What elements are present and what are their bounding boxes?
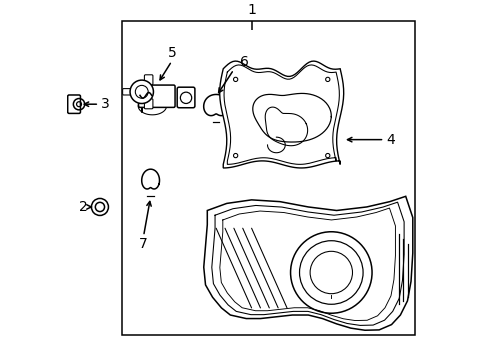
FancyBboxPatch shape <box>138 85 175 107</box>
Text: 2: 2 <box>79 200 87 214</box>
Bar <box>122 21 414 334</box>
Text: 7: 7 <box>139 237 147 251</box>
Circle shape <box>130 80 153 103</box>
Text: 3: 3 <box>101 97 109 111</box>
FancyBboxPatch shape <box>144 75 153 85</box>
FancyBboxPatch shape <box>144 99 153 109</box>
FancyBboxPatch shape <box>122 89 133 95</box>
FancyBboxPatch shape <box>67 95 81 113</box>
Text: 6: 6 <box>240 55 248 69</box>
Polygon shape <box>219 61 343 168</box>
FancyBboxPatch shape <box>177 87 195 108</box>
Text: 1: 1 <box>246 3 256 17</box>
Polygon shape <box>203 196 412 330</box>
Text: 5: 5 <box>167 46 176 60</box>
Text: 4: 4 <box>386 132 394 147</box>
